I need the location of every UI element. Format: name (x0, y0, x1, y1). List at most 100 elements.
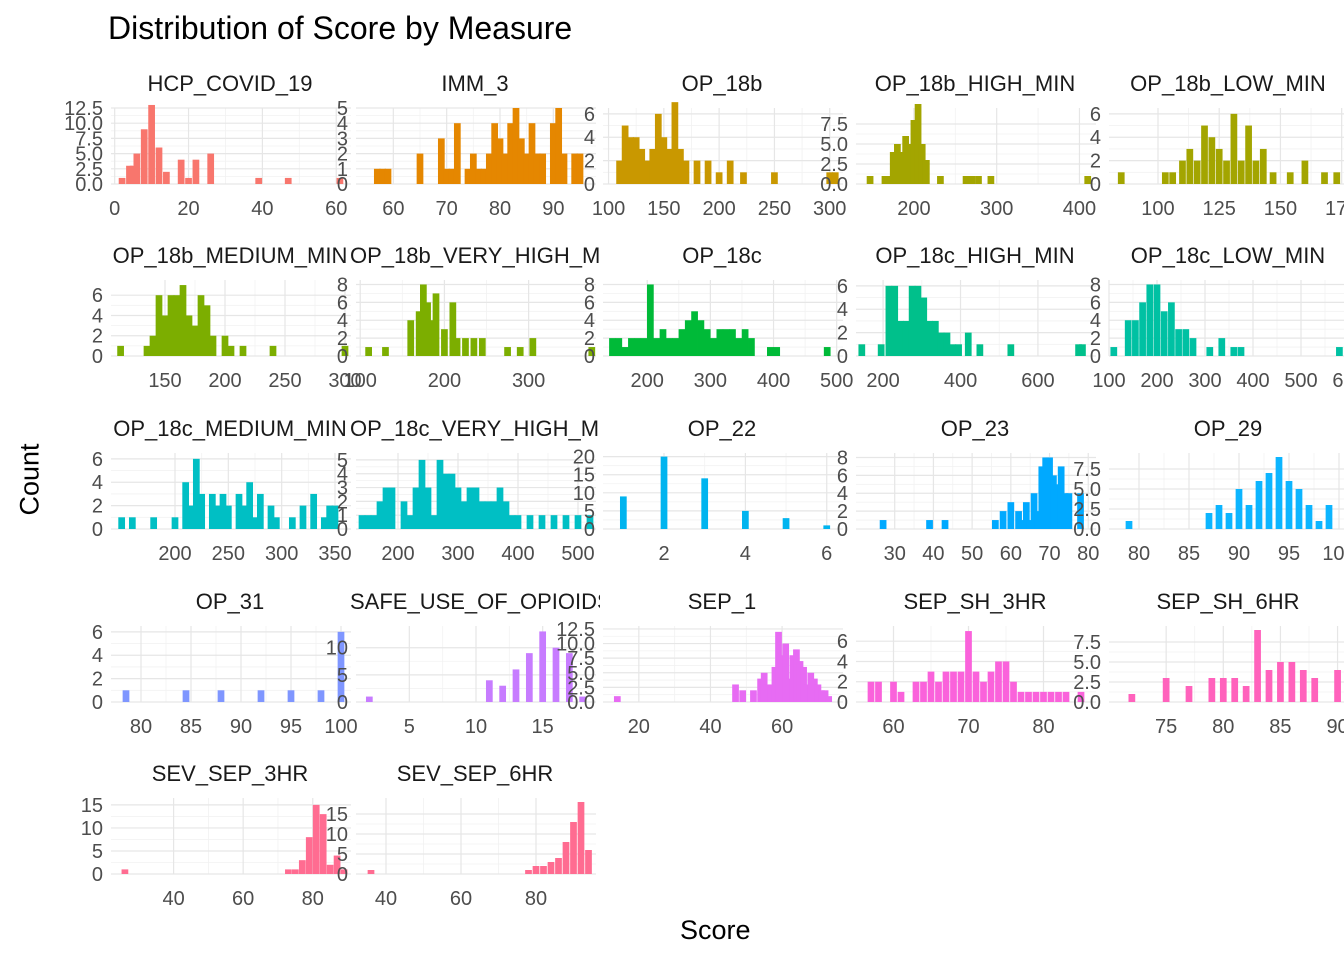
histogram-bar (1269, 172, 1277, 184)
facet-strip-label: OP_31 (195, 589, 265, 614)
histogram-bar (155, 147, 163, 184)
histogram-bar (647, 284, 654, 356)
y-tick-label: 0 (337, 692, 348, 714)
histogram-bar (627, 137, 635, 184)
y-tick-label: 15 (573, 465, 595, 487)
histogram-bar (621, 125, 629, 184)
histogram-bar (910, 120, 918, 184)
facet-strip-label: SEP_SH_6HR (1156, 589, 1300, 614)
histogram-bar (889, 152, 897, 184)
histogram-bar (660, 137, 668, 184)
y-tick-label: 0.0 (1073, 519, 1101, 541)
histogram-bar (789, 655, 797, 702)
histogram-bar (1235, 489, 1243, 529)
histogram-bar (659, 329, 667, 356)
x-tick-label: 200 (428, 370, 461, 392)
y-tick-label: 0.0 (820, 174, 848, 196)
histogram-bar (269, 345, 277, 356)
y-tick-label: 0.0 (567, 692, 595, 714)
x-tick-label: 60 (1000, 543, 1022, 565)
x-tick-label: 70 (957, 716, 979, 738)
histogram-bar (187, 505, 195, 529)
x-tick-label: 200 (702, 198, 735, 220)
facet-strip-label: OP_18c (682, 243, 762, 268)
histogram-bar (858, 344, 866, 356)
histogram-bar (246, 482, 254, 529)
histogram-bar (937, 176, 944, 184)
histogram-bar (949, 344, 957, 356)
histogram-bar (552, 647, 560, 702)
histogram-bar (562, 515, 570, 529)
y-tick-label: 6 (337, 292, 348, 314)
histogram-bar (1168, 302, 1175, 356)
histogram-bar (1208, 678, 1216, 702)
y-tick-label: 4 (584, 127, 595, 149)
histogram-bar (955, 344, 962, 356)
histogram-bar (697, 320, 705, 356)
histogram-bar (340, 869, 348, 874)
histogram-bar (1026, 520, 1034, 529)
histogram-bar (1162, 678, 1170, 702)
facet-panel: OP_18b_HIGH_MIN 0.0 2.5 5.0 7.5 200 300 400 (820, 70, 1100, 242)
histogram-bar (384, 168, 392, 184)
histogram-bar (875, 681, 882, 702)
y-tick-label: 2 (92, 496, 103, 518)
histogram-bar (177, 159, 185, 184)
y-tick-label: 2.5 (567, 677, 595, 699)
y-tick-label: 4 (92, 305, 103, 327)
x-tick-label: 60 (232, 888, 254, 910)
histogram-bar (449, 302, 457, 356)
histogram-bar (1277, 662, 1284, 702)
histogram-bar (203, 305, 211, 356)
histogram-bar (922, 160, 930, 184)
x-tick-label: 400 (757, 370, 790, 392)
histogram-bar (866, 176, 874, 184)
histogram-bar (741, 329, 749, 356)
y-tick-label: 4 (337, 113, 348, 135)
histogram-bar (1032, 691, 1040, 702)
facet-strip-label: OP_22 (687, 416, 757, 441)
histogram-bar (968, 176, 976, 184)
histogram-bar (1259, 148, 1267, 184)
y-tick-label: 15 (326, 804, 348, 826)
x-tick-label: 125 (1203, 198, 1236, 220)
y-tick-label: 2 (337, 328, 348, 350)
facet-panel: OP_29 0.02.55.07.5 80 85 90 95 100 (1073, 415, 1344, 587)
histogram-bar (565, 653, 573, 702)
x-tick-label: 40 (251, 198, 273, 220)
histogram-bar (1139, 302, 1146, 356)
histogram-bar (1208, 137, 1216, 184)
histogram-bar (729, 329, 736, 356)
histogram-bar (148, 104, 155, 184)
y-tick-label: 6 (92, 285, 103, 307)
histogram-bar (574, 515, 582, 529)
histogram-bar (1022, 502, 1030, 529)
histogram-bar (1299, 670, 1307, 702)
histogram-bar (1286, 172, 1294, 184)
histogram-bar (987, 671, 995, 702)
histogram-bar (512, 669, 520, 702)
y-tick-label: 5.0 (1073, 652, 1101, 674)
histogram-bar (660, 456, 668, 529)
histogram-bar (825, 696, 833, 702)
histogram-bar (894, 144, 901, 184)
x-tick-label: 2 (658, 543, 669, 565)
histogram-bar (326, 505, 334, 529)
x-tick-label: 20 (177, 198, 199, 220)
histogram-bar (1038, 466, 1046, 529)
y-tick-label: 7.5 (820, 114, 848, 136)
histogram-bar (826, 172, 834, 184)
histogram-bar (1160, 311, 1168, 356)
y-tick-label: 15 (81, 795, 103, 817)
y-tick-label: 2.5 (1073, 499, 1101, 521)
histogram-bar (890, 681, 897, 702)
histogram-bar (441, 329, 448, 356)
histogram-bar (407, 320, 415, 356)
histogram-bar (298, 860, 306, 874)
histogram-bar (491, 123, 499, 184)
facet-strip-label: OP_18b_HIGH_MIN (874, 71, 1076, 96)
facet-panel: IMM_3 0 1 2 3 4 5 60 70 80 90 (337, 70, 600, 242)
